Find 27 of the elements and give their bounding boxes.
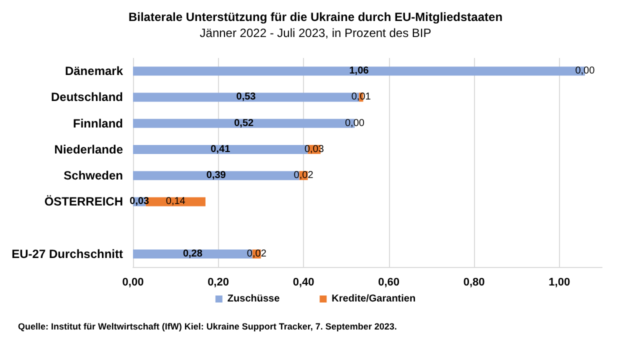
x-tick-label: 0,60 <box>378 276 400 288</box>
data-label: 0,28 <box>182 248 203 260</box>
x-tick-label: 0,80 <box>463 276 485 288</box>
y-tick-label: Finnland <box>73 116 123 130</box>
chart-subtitle: Jänner 2022 - Juli 2023, in Prozent des BIP <box>200 26 432 40</box>
x-tick-label: 0,20 <box>208 276 229 288</box>
data-label: 0,00 <box>575 66 596 77</box>
legend-label: Zuschüsse <box>227 294 280 304</box>
source-note: Quelle: Institut für Weltwirtschaft (IfW) Kiel: Ukraine Support Tracker, 7. September 2023. <box>18 322 397 332</box>
data-label: 0,41 <box>210 144 231 155</box>
y-tick-label: Schweden <box>64 168 123 183</box>
x-tick-label: 0,40 <box>292 276 314 288</box>
x-tick-label: 1,00 <box>548 276 570 288</box>
x-tick-label: 0,00 <box>122 276 144 288</box>
y-tick-label: Dänemark <box>64 64 124 78</box>
data-label: 1,06 <box>349 66 370 77</box>
data-label: 0,52 <box>234 118 254 129</box>
y-tick-label: Deutschland <box>50 90 123 104</box>
data-label: 0,39 <box>206 170 226 182</box>
chart-title: Bilaterale Unterstützung für die Ukraine durch EU-Mitgliedstaaten <box>128 10 503 24</box>
data-label: 0,14 <box>166 196 186 208</box>
legend-label: Kredite/Garantien <box>332 294 416 304</box>
y-tick-label: Niederlande <box>54 142 124 156</box>
data-label: 0,00 <box>344 118 365 129</box>
y-tick-label: EU-27 Durchschnitt <box>12 246 123 261</box>
data-label: 0,53 <box>236 92 256 103</box>
y-tick-label: ÖSTERREICH <box>44 194 123 209</box>
